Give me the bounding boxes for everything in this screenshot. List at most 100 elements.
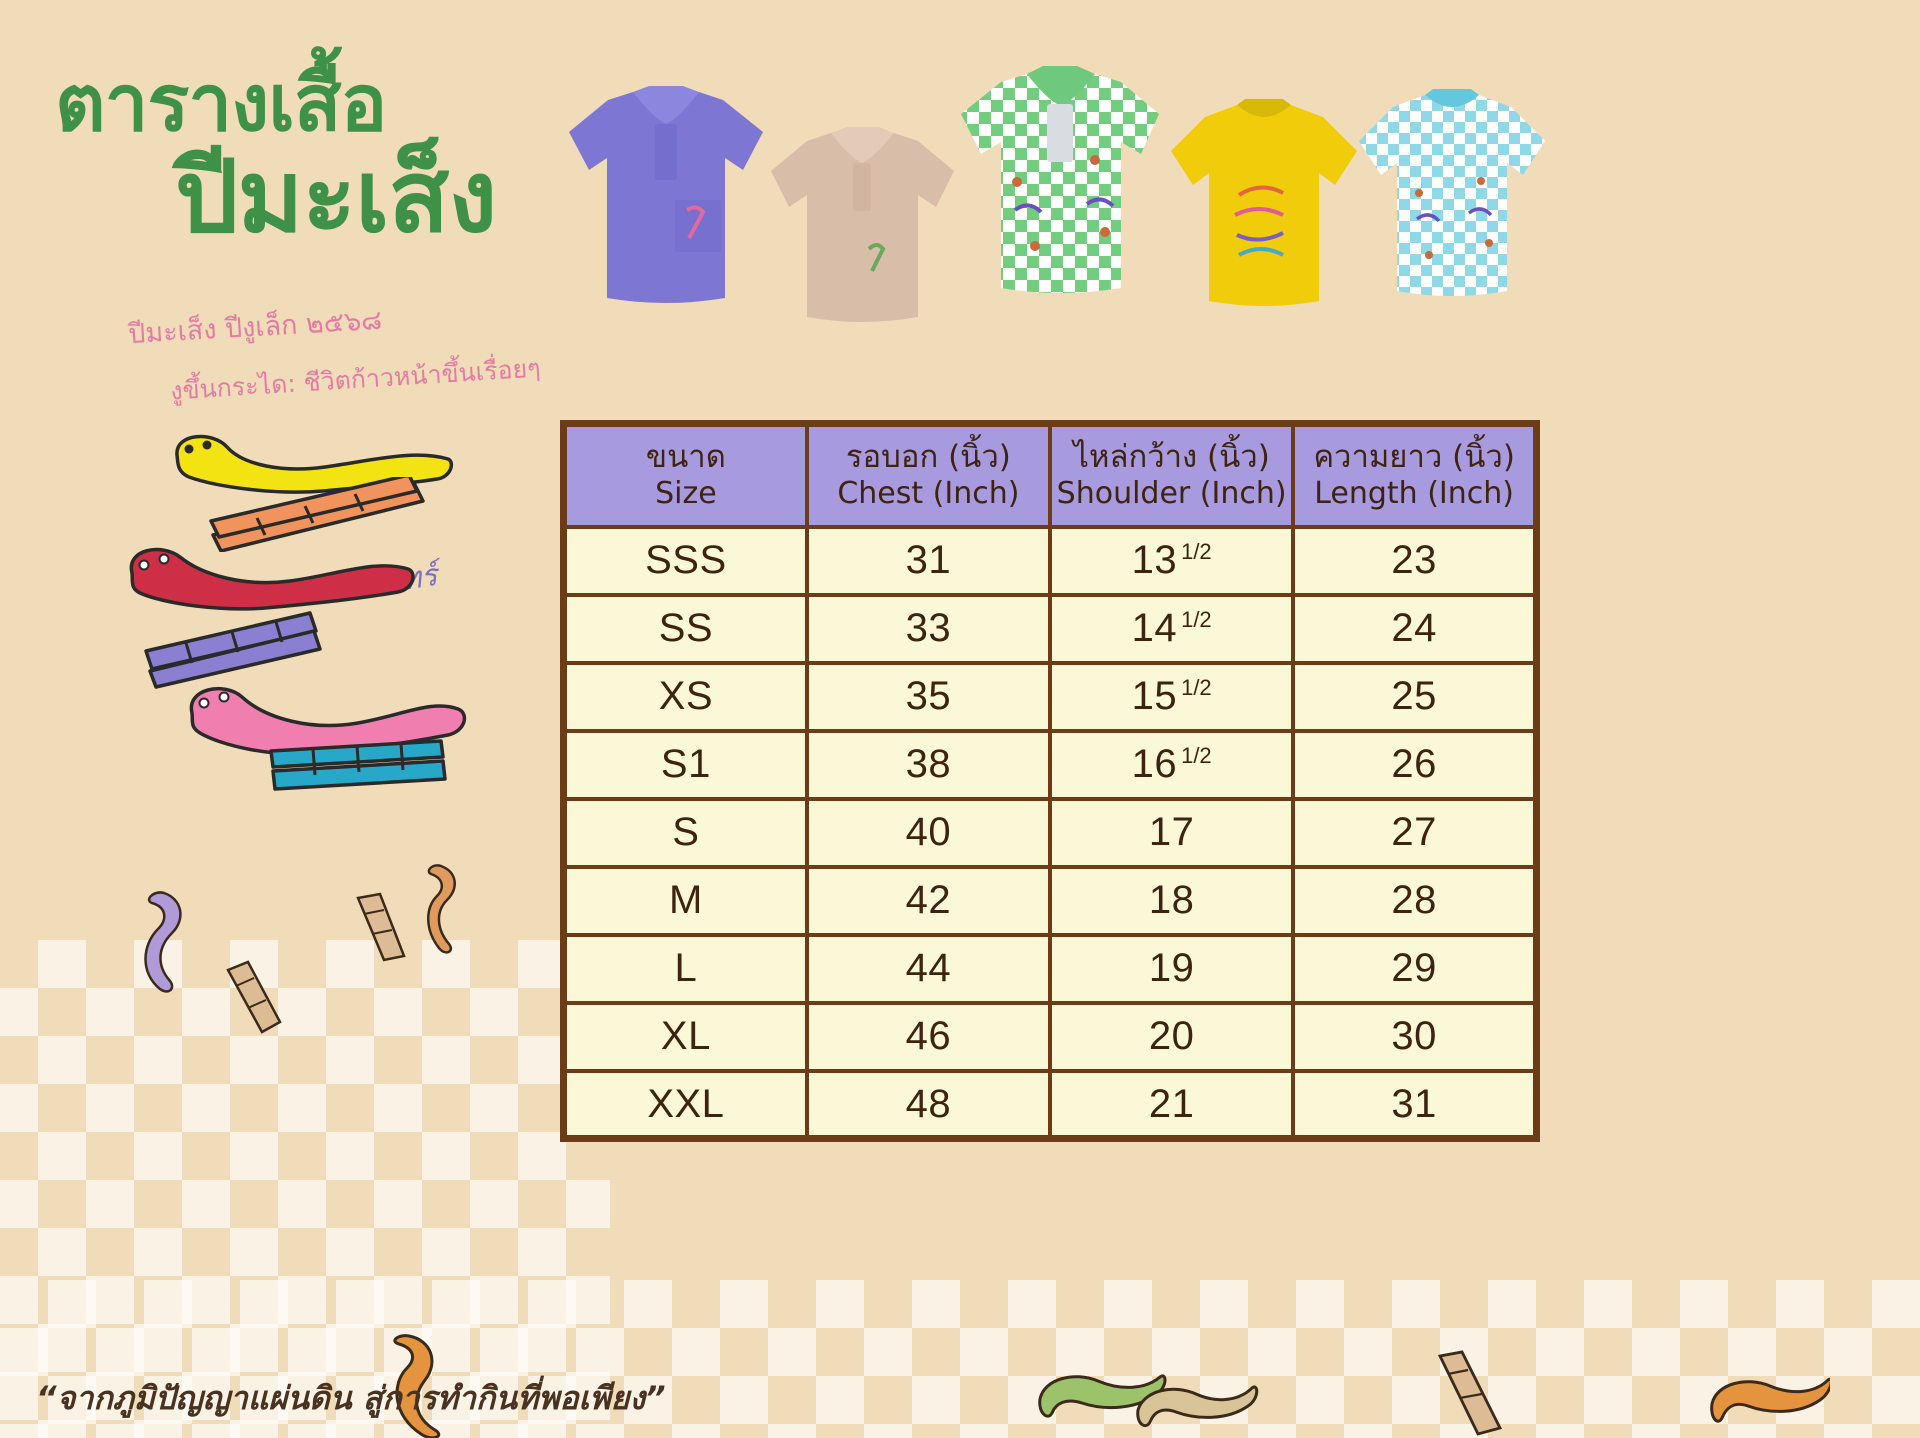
table-header: ขนาด Size รอบอก (นิ้ว) Chest (Inch) ไหล่… xyxy=(561,421,1539,529)
cell-chest: 40 xyxy=(804,796,1053,869)
shirt-gallery xyxy=(555,62,1565,332)
ladder-doodle-small-2-icon xyxy=(226,960,282,1034)
cell-length: 28 xyxy=(1291,864,1539,937)
snake-red-icon xyxy=(129,547,415,611)
cell-size: L xyxy=(561,932,809,1005)
cell-size: XXL xyxy=(561,1068,809,1141)
cell-chest: 35 xyxy=(804,660,1053,733)
cell-chest: 33 xyxy=(804,592,1053,665)
cell-shoulder: 13 1/2 xyxy=(1047,524,1296,597)
table-row: XL 46 20 30 xyxy=(561,1000,1539,1073)
cell-shoulder-value: 18 xyxy=(1148,878,1195,923)
header-length-en: Length (Inch) xyxy=(1314,475,1515,511)
shirt-polo-purple xyxy=(569,86,763,303)
shirt-tee-blue-checker xyxy=(1359,89,1545,296)
cell-size: M xyxy=(561,864,809,937)
ladder-orange-icon xyxy=(209,477,425,552)
header-chest-th: รอบอก (นิ้ว) xyxy=(845,439,1011,475)
cell-length: 31 xyxy=(1291,1068,1539,1141)
cell-chest: 48 xyxy=(804,1068,1053,1141)
cell-shoulder-fraction: 1/2 xyxy=(1181,607,1212,633)
ladder-blue-icon xyxy=(269,739,447,791)
cell-size: XL xyxy=(561,1000,809,1073)
table-row: S1 38 16 1/2 26 xyxy=(561,728,1539,801)
header-shoulder: ไหล่กว้าง (นิ้ว) Shoulder (Inch) xyxy=(1047,421,1296,529)
snake-yellow-icon xyxy=(175,434,454,494)
table-row: XXL 48 21 31 xyxy=(561,1068,1539,1141)
cell-size: SSS xyxy=(561,524,809,597)
shirt-polo-beige xyxy=(771,127,954,322)
ladder-doodle-bottom-icon xyxy=(1437,1350,1503,1436)
cell-chest: 31 xyxy=(804,524,1053,597)
cell-shoulder: 16 1/2 xyxy=(1047,728,1296,801)
cell-length: 30 xyxy=(1291,1000,1539,1073)
checker-texture-left xyxy=(0,940,610,1438)
cell-length: 23 xyxy=(1291,524,1539,597)
snake-doodle-tan-bottom-icon xyxy=(1136,1385,1259,1427)
footer-quote: “จากภูมิปัญญาแผ่นดิน สู่การทำกินที่พอเพี… xyxy=(36,1379,666,1417)
cell-shoulder-value: 16 xyxy=(1131,742,1178,787)
title-line-1: ตารางเสื้อ xyxy=(55,59,387,149)
cell-shoulder: 14 1/2 xyxy=(1047,592,1296,665)
cell-shoulder-value: 19 xyxy=(1148,946,1195,991)
snakes-and-ladders-illustration xyxy=(110,415,570,815)
table-row: L 44 19 29 xyxy=(561,932,1539,1005)
cell-shoulder-value: 15 xyxy=(1131,674,1178,719)
shirt-polo-green-checker xyxy=(961,66,1159,293)
shirt-tee-yellow xyxy=(1171,99,1357,306)
header-chest-en: Chest (Inch) xyxy=(837,475,1020,511)
cell-shoulder: 17 xyxy=(1047,796,1296,869)
cell-length: 25 xyxy=(1291,660,1539,733)
table-header-row: ขนาด Size รอบอก (นิ้ว) Chest (Inch) ไหล่… xyxy=(561,421,1539,529)
header-shoulder-en: Shoulder (Inch) xyxy=(1056,475,1287,511)
cell-chest: 44 xyxy=(804,932,1053,1005)
table-row: XS 35 15 1/2 25 xyxy=(561,660,1539,733)
table-body: SSS 31 13 1/2 23 SS 33 14 1/2 24 XS 35 15 1/2 25 S1 38 16… xyxy=(561,524,1539,1141)
size-chart-table: ขนาด Size รอบอก (นิ้ว) Chest (Inch) ไหล่… xyxy=(560,420,1540,1143)
cell-shoulder: 21 xyxy=(1047,1068,1296,1141)
handwritten-note-year: ปีมะเส็ง ปีงูเล็ก ๒๕๖๘ xyxy=(127,304,383,351)
cell-size: XS xyxy=(561,660,809,733)
snake-doodle-orange-icon xyxy=(427,864,456,954)
cell-size: S1 xyxy=(561,728,809,801)
header-length-th: ความยาว (นิ้ว) xyxy=(1313,439,1515,475)
cell-length: 29 xyxy=(1291,932,1539,1005)
cell-length: 24 xyxy=(1291,592,1539,665)
cell-shoulder: 19 xyxy=(1047,932,1296,1005)
cell-shoulder: 20 xyxy=(1047,1000,1296,1073)
cell-shoulder: 18 xyxy=(1047,864,1296,937)
table-row: S 40 17 27 xyxy=(561,796,1539,869)
ladder-doodle-small-1-icon xyxy=(356,892,406,962)
header-size-en: Size xyxy=(655,475,717,511)
table-row: SSS 31 13 1/2 23 xyxy=(561,524,1539,597)
table-row: M 42 18 28 xyxy=(561,864,1539,937)
table-row: SS 33 14 1/2 24 xyxy=(561,592,1539,665)
cell-length: 27 xyxy=(1291,796,1539,869)
cell-chest: 46 xyxy=(804,1000,1053,1073)
cell-shoulder-value: 21 xyxy=(1148,1081,1195,1126)
cell-size: SS xyxy=(561,592,809,665)
cell-shoulder-value: 13 xyxy=(1131,538,1178,583)
cell-shoulder-fraction: 1/2 xyxy=(1181,675,1212,701)
handwritten-note-proverb: งูขึ้นกระได: ชีวิตก้าวหน้าขึ้นเรื่อยๆ xyxy=(169,353,542,406)
cell-size: S xyxy=(561,796,809,869)
snake-doodle-orange-right-icon xyxy=(1710,1377,1830,1423)
header-size-th: ขนาด xyxy=(645,439,726,475)
snake-doodle-green-bottom-icon xyxy=(1038,1374,1167,1418)
cell-shoulder-value: 20 xyxy=(1148,1014,1195,1059)
title-line-2: ปีมะเส็ง xyxy=(175,138,497,256)
cell-shoulder-fraction: 1/2 xyxy=(1181,743,1212,769)
cell-shoulder-value: 17 xyxy=(1148,810,1195,855)
header-shoulder-th: ไหล่กว้าง (นิ้ว) xyxy=(1073,439,1270,475)
header-chest: รอบอก (นิ้ว) Chest (Inch) xyxy=(804,421,1053,529)
snake-doodle-purple-icon xyxy=(144,891,182,993)
cell-shoulder: 15 1/2 xyxy=(1047,660,1296,733)
cell-chest: 42 xyxy=(804,864,1053,937)
cell-shoulder-fraction: 1/2 xyxy=(1181,539,1212,565)
cell-length: 26 xyxy=(1291,728,1539,801)
page-title: ตารางเสื้อ ปีมะเส็ง xyxy=(55,59,655,256)
header-size: ขนาด Size xyxy=(561,421,809,529)
cell-shoulder-value: 14 xyxy=(1131,606,1178,651)
snake-pink-icon xyxy=(189,687,467,756)
